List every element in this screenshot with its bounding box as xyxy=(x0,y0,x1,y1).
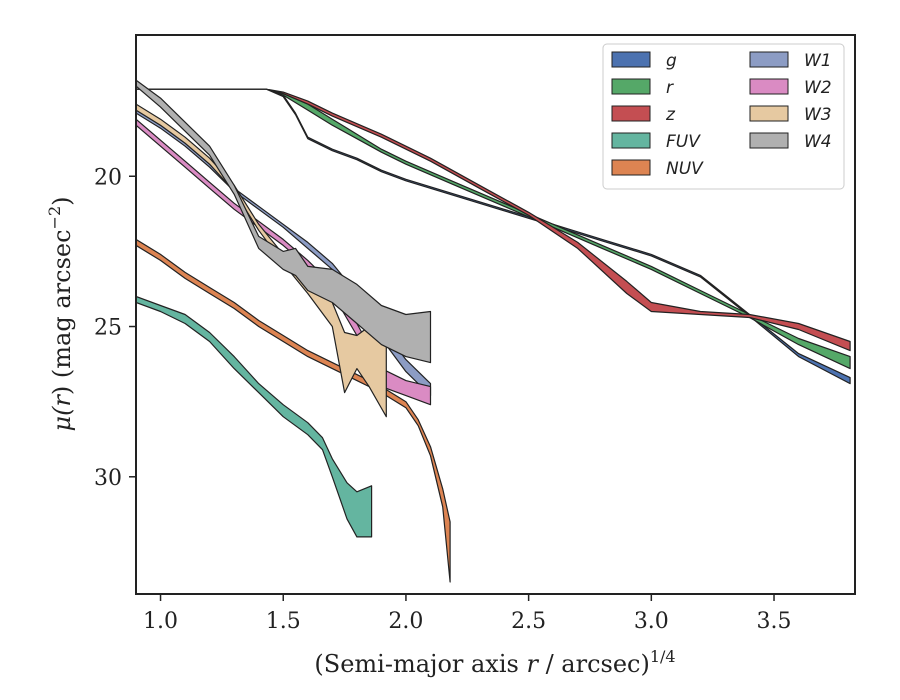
x-tick-label: 2.5 xyxy=(511,609,546,634)
x-axis-label: (Semi-major axis r / arcsec)1/4 xyxy=(314,647,675,678)
legend-label-nuv: NUV xyxy=(666,159,704,179)
legend-label-r: r xyxy=(666,78,674,98)
x-tick-label: 3.0 xyxy=(634,609,669,634)
legend-label-z: z xyxy=(665,105,676,125)
legend-label-w3: W3 xyxy=(804,105,832,125)
legend-label-g: g xyxy=(666,51,677,71)
legend-swatch-g xyxy=(611,51,651,68)
legend-label-w4: W4 xyxy=(804,132,832,152)
legend-swatch-w3 xyxy=(749,105,789,122)
band-fuv xyxy=(136,295,373,538)
x-tick-label: 1.5 xyxy=(266,609,301,634)
x-tick-label: 2.0 xyxy=(388,609,423,634)
band-g xyxy=(136,88,851,385)
y-axis-label: μ(r) (mag arcsec−2) xyxy=(45,196,76,431)
legend-swatch-nuv xyxy=(611,159,651,176)
legend-swatch-z xyxy=(611,105,651,122)
x-tick-label: 1.0 xyxy=(143,609,178,634)
band-w3 xyxy=(136,103,387,418)
x-tick-label: 3.5 xyxy=(757,609,792,634)
legend-swatch-w4 xyxy=(749,132,789,149)
legend-label-fuv: FUV xyxy=(666,132,701,152)
band-nuv xyxy=(136,238,451,583)
y-tick-label: 30 xyxy=(94,466,122,491)
band-areas xyxy=(136,79,851,583)
legend-swatch-r xyxy=(611,78,651,95)
band-z xyxy=(136,88,851,352)
band-w4 xyxy=(136,79,432,364)
y-tick-label: 25 xyxy=(94,316,122,341)
x-axis: 1.0 1.5 2.0 2.5 3.0 3.5 xyxy=(143,594,792,634)
legend: grz FUV NUV W1 W2 W3 W4 xyxy=(602,43,845,190)
y-tick-label: 20 xyxy=(94,165,122,190)
legend-swatch-w1 xyxy=(749,51,789,68)
legend-swatch-fuv xyxy=(611,132,651,149)
legend-label-w2: W2 xyxy=(804,78,832,98)
plot-frame xyxy=(135,34,856,595)
legend-label-w1: W1 xyxy=(804,51,832,71)
legend-swatch-w2 xyxy=(749,78,789,95)
band-r xyxy=(136,88,851,370)
y-axis: 20 25 30 xyxy=(94,165,136,491)
